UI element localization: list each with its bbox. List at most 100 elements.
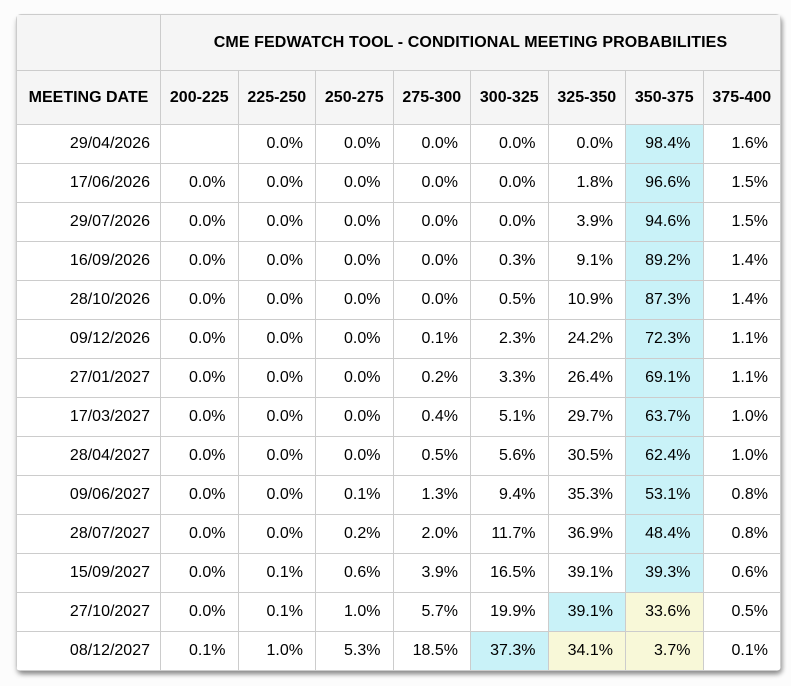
probability-cell: 0.0% xyxy=(160,475,239,515)
probability-cell: 0.0% xyxy=(315,124,394,164)
probability-cell: 1.5% xyxy=(702,202,781,242)
probability-cell xyxy=(160,124,239,164)
table-title: CME FEDWATCH TOOL - CONDITIONAL MEETING … xyxy=(160,14,781,71)
meeting-date-cell: 08/12/2027 xyxy=(16,631,161,671)
probability-cell: 62.4% xyxy=(625,436,704,476)
probability-cell: 0.0% xyxy=(470,202,549,242)
probability-cell: 35.3% xyxy=(547,475,626,515)
meeting-date-cell: 29/04/2026 xyxy=(16,124,161,164)
probability-cell: 1.1% xyxy=(702,358,781,398)
meeting-date-cell: 28/10/2026 xyxy=(16,280,161,320)
probability-cell: 0.5% xyxy=(392,436,471,476)
probability-cell: 0.0% xyxy=(237,280,316,320)
meeting-date-cell: 16/09/2026 xyxy=(16,241,161,281)
meeting-date-cell: 09/06/2027 xyxy=(16,475,161,515)
probability-cell: 0.0% xyxy=(160,358,239,398)
probability-cell: 96.6% xyxy=(625,163,704,203)
probability-cell: 11.7% xyxy=(470,514,549,554)
probability-cell: 0.0% xyxy=(392,163,471,203)
probability-cell: 0.0% xyxy=(470,124,549,164)
probability-cell: 3.9% xyxy=(392,553,471,593)
table-row: 15/09/2027 0.0% 0.1% 0.6% 3.9% 16.5% 39.1% 39.3… xyxy=(16,553,781,593)
table-row: 28/07/2027 0.0% 0.0% 0.2% 2.0% 11.7% 36.9% 48.4… xyxy=(16,514,781,554)
probability-cell: 0.0% xyxy=(160,163,239,203)
column-header-row: MEETING DATE 200-225 225-250 250-275 275-30… xyxy=(16,70,781,125)
corner-spacer-cell xyxy=(16,14,161,71)
probability-cell: 0.1% xyxy=(237,592,316,632)
title-row: CME FEDWATCH TOOL - CONDITIONAL MEETING … xyxy=(16,14,781,71)
probability-cell: 94.6% xyxy=(625,202,704,242)
probability-cell: 5.3% xyxy=(315,631,394,671)
probability-cell: 1.4% xyxy=(702,241,781,281)
probability-cell: 34.1% xyxy=(547,631,626,671)
rate-range-header: 350-375 xyxy=(625,70,704,125)
table-row: 27/10/2027 0.0% 0.1% 1.0% 5.7% 19.9% 39.1% 33.6… xyxy=(16,592,781,632)
probability-cell: 0.2% xyxy=(392,358,471,398)
probability-cell: 0.5% xyxy=(702,592,781,632)
probability-cell: 0.0% xyxy=(392,241,471,281)
table-row: 29/07/2026 0.0% 0.0% 0.0% 0.0% 0.0% 3.9% 94.6% 1… xyxy=(16,202,781,242)
probability-cell: 87.3% xyxy=(625,280,704,320)
probability-cell: 0.0% xyxy=(160,592,239,632)
fedwatch-probability-table: CME FEDWATCH TOOL - CONDITIONAL MEETING … xyxy=(16,14,781,671)
probability-cell: 0.0% xyxy=(160,436,239,476)
rate-range-header: 225-250 xyxy=(237,70,316,125)
table-row: 09/06/2027 0.0% 0.0% 0.1% 1.3% 9.4% 35.3% 53.1%… xyxy=(16,475,781,515)
probability-cell: 1.0% xyxy=(702,436,781,476)
probability-cell: 1.0% xyxy=(315,592,394,632)
probability-cell: 33.6% xyxy=(625,592,704,632)
probability-cell: 0.0% xyxy=(237,319,316,359)
probability-cell: 1.8% xyxy=(547,163,626,203)
meeting-date-cell: 28/04/2027 xyxy=(16,436,161,476)
meeting-date-cell: 27/10/2027 xyxy=(16,592,161,632)
probability-cell: 0.0% xyxy=(237,241,316,281)
probability-cell: 0.6% xyxy=(315,553,394,593)
probability-cell: 0.1% xyxy=(392,319,471,359)
probability-cell: 39.1% xyxy=(547,553,626,593)
probability-cell: 0.4% xyxy=(392,397,471,437)
meeting-date-cell: 15/09/2027 xyxy=(16,553,161,593)
probability-cell: 1.1% xyxy=(702,319,781,359)
table-row: 16/09/2026 0.0% 0.0% 0.0% 0.0% 0.3% 9.1% 89.2% 1… xyxy=(16,241,781,281)
probability-cell: 30.5% xyxy=(547,436,626,476)
meeting-date-cell: 17/03/2027 xyxy=(16,397,161,437)
probability-cell: 16.5% xyxy=(470,553,549,593)
probability-cell: 5.6% xyxy=(470,436,549,476)
probability-cell: 0.0% xyxy=(547,124,626,164)
probability-cell: 29.7% xyxy=(547,397,626,437)
meeting-date-cell: 09/12/2026 xyxy=(16,319,161,359)
probability-cell: 0.0% xyxy=(160,319,239,359)
probability-cell: 24.2% xyxy=(547,319,626,359)
probability-cell: 0.8% xyxy=(702,514,781,554)
probability-cell: 0.0% xyxy=(237,358,316,398)
probability-cell: 0.1% xyxy=(237,553,316,593)
probability-cell: 69.1% xyxy=(625,358,704,398)
probability-cell: 2.3% xyxy=(470,319,549,359)
probability-cell: 89.2% xyxy=(625,241,704,281)
probability-cell: 1.6% xyxy=(702,124,781,164)
probability-cell: 0.0% xyxy=(315,241,394,281)
probability-cell: 0.0% xyxy=(315,397,394,437)
probability-cell: 53.1% xyxy=(625,475,704,515)
rate-range-header: 375-400 xyxy=(702,70,781,125)
probability-cell: 2.0% xyxy=(392,514,471,554)
probability-cell: 0.1% xyxy=(315,475,394,515)
probability-cell: 0.0% xyxy=(392,280,471,320)
probability-cell: 0.0% xyxy=(160,241,239,281)
probability-cell: 0.0% xyxy=(392,124,471,164)
probability-cell: 0.0% xyxy=(237,397,316,437)
probability-cell: 0.0% xyxy=(237,475,316,515)
probability-cell: 0.0% xyxy=(315,280,394,320)
probability-cell: 0.5% xyxy=(470,280,549,320)
rate-range-header: 200-225 xyxy=(160,70,239,125)
table-row: 08/12/2027 0.1% 1.0% 5.3% 18.5% 37.3% 34.1% 3.7… xyxy=(16,631,781,671)
probability-cell: 0.0% xyxy=(237,163,316,203)
fedwatch-table-container: CME FEDWATCH TOOL - CONDITIONAL MEETING … xyxy=(16,14,781,671)
probability-cell: 0.6% xyxy=(702,553,781,593)
rate-range-header: 325-350 xyxy=(547,70,626,125)
probability-cell: 3.7% xyxy=(625,631,704,671)
probability-cell: 1.0% xyxy=(702,397,781,437)
probability-cell: 0.0% xyxy=(315,436,394,476)
probability-cell: 0.0% xyxy=(160,280,239,320)
probability-cell: 0.0% xyxy=(315,202,394,242)
